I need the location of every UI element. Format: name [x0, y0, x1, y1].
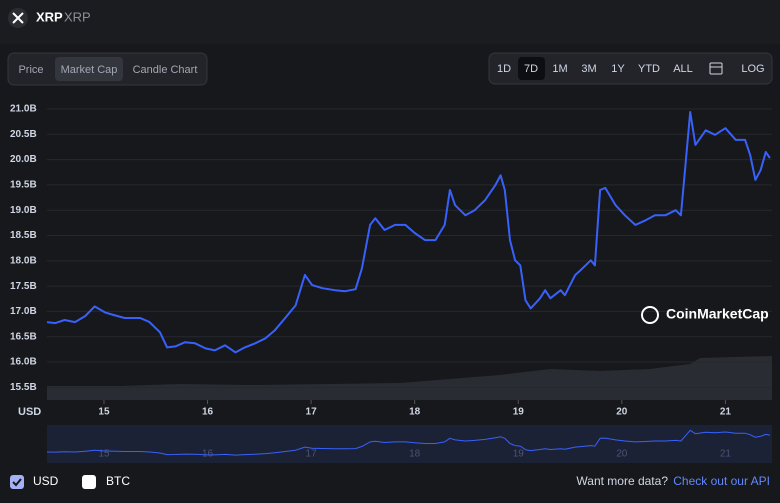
navigator-tick-label: 21 [720, 449, 732, 460]
y-tick-label: 15.5B [10, 382, 37, 393]
logo-x [12, 12, 24, 24]
price-line [46, 111, 771, 354]
range-box [488, 52, 773, 85]
x-tick-label: 21 [720, 407, 732, 418]
navigator-tick-label: 17 [306, 449, 318, 460]
y-tick-label: 20.5B [10, 129, 37, 140]
x-tick-label: 18 [409, 407, 421, 418]
navigator-plot: 15 16 17 18 19 20 21 [46, 429, 770, 460]
x-tick-label: 17 [306, 407, 318, 418]
x-tick-label: 19 [513, 407, 525, 418]
range[interactable]: 7D [524, 63, 538, 75]
legend-label: BTC [106, 474, 130, 488]
navigator-tick-label: 15 [98, 449, 110, 460]
checkbox[interactable] [82, 475, 96, 489]
tab[interactable]: Candle Chart [133, 64, 198, 76]
api-link[interactable]: Check out our API [673, 474, 770, 488]
ranges: 1D 7D 1M 3M 1Y YTD ALL LOG [497, 63, 765, 75]
watermark-text: CoinMarketCap [666, 306, 769, 322]
range[interactable]: ALL [673, 63, 693, 75]
legend-label: USD [33, 474, 59, 488]
y-tick-label: 16.0B [10, 357, 37, 368]
range[interactable]: YTD [638, 63, 660, 75]
active-tab [55, 57, 123, 81]
y-tick-label: 19.5B [10, 180, 37, 191]
active-range [518, 57, 545, 80]
tab[interactable]: Market Cap [61, 64, 118, 76]
range[interactable]: 3M [581, 63, 596, 75]
y-tick-label: 21.0B [10, 104, 37, 115]
plot: 15.5B 16.0B 16.5B 17.0B 17.5B 18.0B 18.5B 19.0B… [10, 104, 772, 418]
range[interactable]: 1D [497, 63, 511, 75]
navigator-line [46, 429, 770, 456]
tab[interactable]: Price [18, 64, 43, 76]
x-tick-label: 16 [202, 407, 214, 418]
y-tick-label: 18.5B [10, 230, 37, 241]
coin-name: XRP [64, 9, 91, 24]
y-tick-label: 19.0B [10, 205, 37, 216]
watermark-logo [641, 306, 659, 324]
range[interactable]: LOG [741, 63, 764, 75]
navigator [47, 425, 772, 463]
navigator-tick-label: 18 [409, 449, 421, 460]
y-unit: USD [18, 406, 41, 418]
range[interactable]: 1Y [611, 63, 625, 75]
checkbox[interactable] [10, 475, 24, 489]
header-bar [0, 0, 780, 44]
x-tick-label: 15 [98, 407, 110, 418]
y-tick-label: 17.5B [10, 281, 37, 292]
symbol: XRP [36, 9, 63, 24]
navigator-tick-label: 16 [202, 449, 214, 460]
watermark: CoinMarketCap [641, 306, 769, 324]
y-tick-label: 16.5B [10, 331, 37, 342]
volume-area [47, 356, 772, 400]
calendar-icon[interactable] [709, 62, 723, 75]
x-tick-label: 20 [616, 407, 628, 418]
y-tick-label: 17.0B [10, 306, 37, 317]
y-tick-label: 18.0B [10, 255, 37, 266]
check [12, 478, 22, 487]
navigator-tick-label: 19 [513, 449, 525, 460]
y-tick-label: 20.0B [10, 154, 37, 165]
footer-text: Want more data? [576, 474, 668, 488]
range[interactable]: 1M [552, 63, 567, 75]
navigator-tick-label: 20 [616, 449, 628, 460]
